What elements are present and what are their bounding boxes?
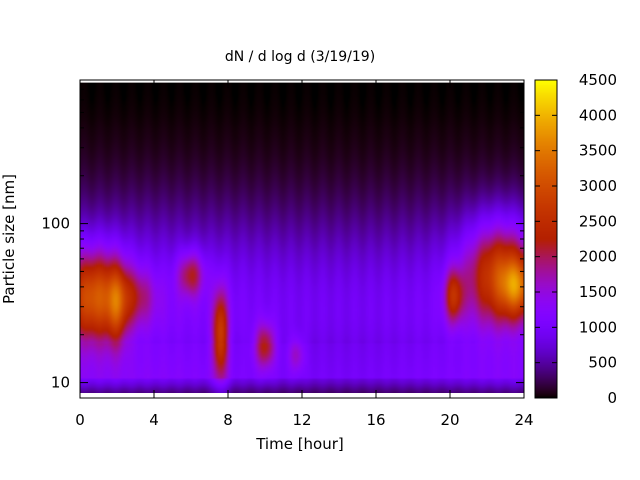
x-tick-label: 0 bbox=[75, 411, 85, 429]
x-tick-label: 20 bbox=[440, 411, 459, 429]
y-tick-label: 100 bbox=[41, 215, 70, 233]
colorbar-tick-label: 500 bbox=[588, 354, 617, 372]
colorbar-tick-label: 0 bbox=[607, 389, 617, 407]
colorbar-tick-label: 4000 bbox=[579, 106, 617, 124]
colorbar-tick-label: 2000 bbox=[579, 248, 617, 266]
colorbar-tick-label: 2500 bbox=[579, 212, 617, 230]
x-axis-title: Time [hour] bbox=[255, 435, 344, 453]
x-tick-label: 8 bbox=[223, 411, 233, 429]
colorbar-tick-label: 4500 bbox=[579, 71, 617, 89]
plot-frame bbox=[79, 79, 525, 399]
x-tick-label: 24 bbox=[514, 411, 533, 429]
colorbar-tick-label: 3000 bbox=[579, 177, 617, 195]
x-tick-label: 4 bbox=[149, 411, 159, 429]
heatmap-surface bbox=[80, 82, 524, 394]
x-tick-label: 12 bbox=[292, 411, 311, 429]
colorbar-frame bbox=[534, 79, 558, 399]
colorbar-gradient bbox=[535, 80, 557, 398]
x-tick-label: 16 bbox=[366, 411, 385, 429]
y-axis-title: Particle size [nm] bbox=[0, 174, 18, 304]
y-axis-ticks: 10 100 bbox=[41, 79, 524, 392]
colorbar-tick-label: 1500 bbox=[579, 283, 617, 301]
colorbar-tick-label: 3500 bbox=[579, 142, 617, 160]
colorbar-ticks: 0 500 1000 1500 2000 2500 3000 3500 4000 4500 bbox=[535, 71, 617, 407]
colorbar-tick-label: 1000 bbox=[579, 318, 617, 336]
y-tick-label: 10 bbox=[51, 374, 70, 392]
chart-title: dN / d log d (3/19/19) bbox=[225, 49, 375, 65]
